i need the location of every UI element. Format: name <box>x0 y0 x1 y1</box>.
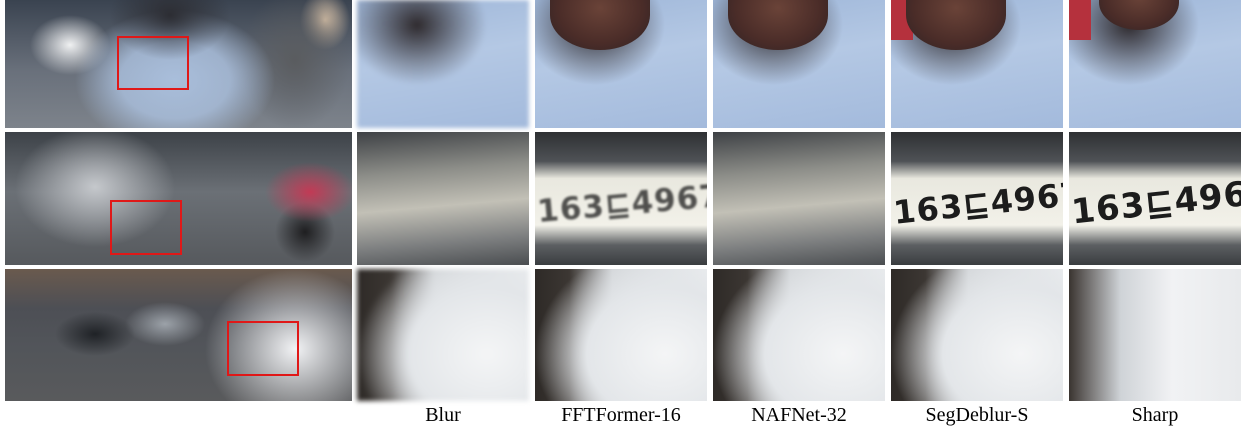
plate-number: 163⊑4967 <box>891 174 1063 232</box>
row3-sharp-crop <box>1069 269 1241 401</box>
row3-full-image <box>5 269 352 401</box>
row1-segdeblur-crop <box>891 0 1063 128</box>
row3-blur-crop <box>357 269 529 401</box>
row2-nafnet-crop <box>713 132 885 265</box>
row1-nafnet-crop <box>713 0 885 128</box>
caption-nafnet: NAFNet-32 <box>751 404 847 426</box>
row3-fftformer-crop <box>535 269 707 401</box>
row3-segdeblur-crop <box>891 269 1063 401</box>
caption-blur: Blur <box>425 404 461 426</box>
row2-fftformer-crop: 163⊑4967 <box>535 132 707 265</box>
row1-full-image <box>5 0 352 128</box>
row1-sharp-crop <box>1069 0 1241 128</box>
row2-segdeblur-crop: 163⊑4967 <box>891 132 1063 265</box>
plate-number: 163⊑4967 <box>535 178 707 230</box>
row3-nafnet-crop <box>713 269 885 401</box>
caption-fftformer: FFTFormer-16 <box>561 404 681 426</box>
row3-roi-box <box>227 321 299 376</box>
row1-roi-box <box>117 36 189 90</box>
row2-sharp-crop: 163⊑4967 <box>1069 132 1241 265</box>
row2-full-image <box>5 132 352 265</box>
row2-blur-crop <box>357 132 529 265</box>
row1-blur-crop <box>357 0 529 128</box>
plate-number: 163⊑4967 <box>1069 171 1241 233</box>
row2-roi-box <box>110 200 182 255</box>
row1-fftformer-crop <box>535 0 707 128</box>
caption-segdeblur: SegDeblur-S <box>925 404 1029 426</box>
caption-sharp: Sharp <box>1131 404 1179 426</box>
